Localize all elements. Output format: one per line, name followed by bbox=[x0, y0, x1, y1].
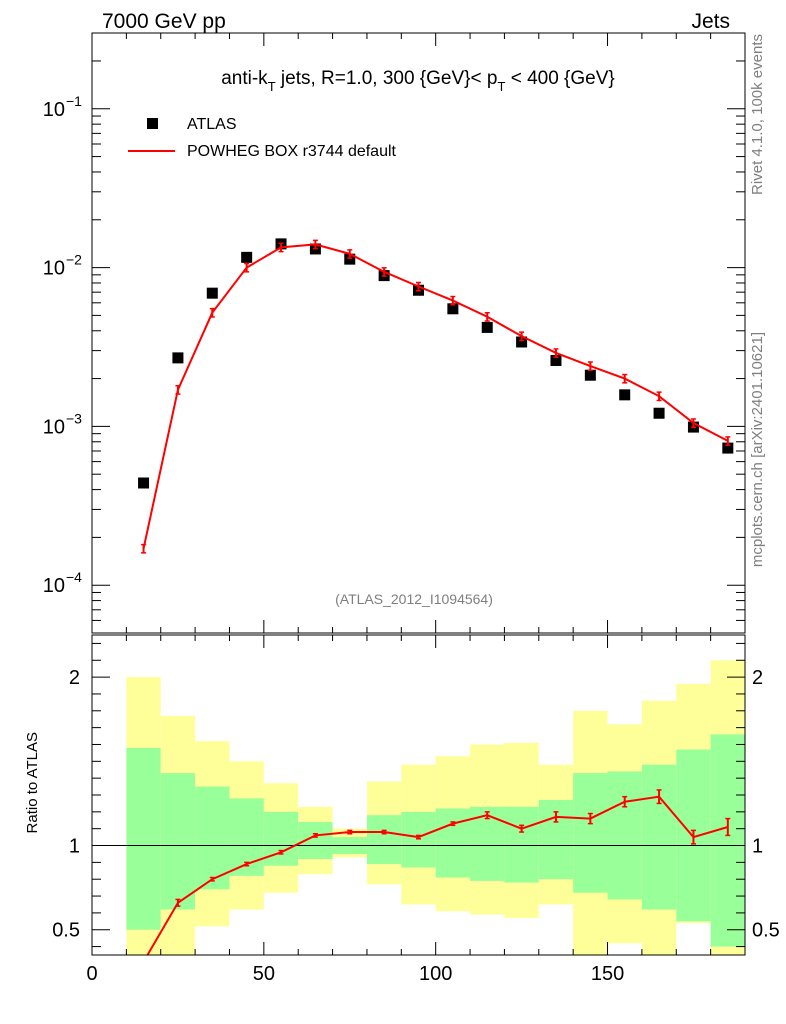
header-left: 7000 GeV pp bbox=[102, 10, 226, 33]
atlas-point bbox=[653, 407, 665, 419]
ratio-tick-label-right: 1 bbox=[752, 836, 763, 858]
atlas-point bbox=[516, 336, 528, 348]
atlas-point bbox=[584, 369, 596, 381]
analysis-watermark: (ATLAS_2012_I1094564) bbox=[335, 591, 493, 607]
stat-uncertainty-band bbox=[401, 811, 436, 868]
stat-uncertainty-band bbox=[504, 806, 539, 883]
ratio-panel-frame bbox=[91, 634, 746, 956]
atlas-point bbox=[481, 321, 493, 333]
plot-frames bbox=[91, 32, 746, 956]
stat-uncertainty-band bbox=[160, 773, 196, 910]
y-tick-label: 10 bbox=[43, 258, 65, 280]
stat-uncertainty-band bbox=[126, 747, 161, 930]
stat-uncertainty-band bbox=[435, 808, 471, 878]
atlas-point bbox=[550, 354, 562, 366]
y-tick-label: 10 bbox=[43, 575, 65, 597]
atlas-point bbox=[138, 477, 150, 489]
y-tick-exponent: −3 bbox=[66, 410, 82, 426]
legend-atlas-marker bbox=[147, 118, 158, 129]
plot-title: anti-kT jets, R=1.0, 300 {GeV}< pT < 400… bbox=[221, 68, 615, 94]
axis-ticks bbox=[91, 33, 746, 955]
atlas-point bbox=[619, 389, 631, 401]
y-tick-exponent: −2 bbox=[66, 252, 82, 268]
x-tick-label: 100 bbox=[419, 963, 452, 985]
header-right: Jets bbox=[691, 10, 730, 33]
stat-uncertainty-band bbox=[263, 811, 299, 866]
uncertainty-bands bbox=[126, 660, 745, 955]
y-tick-exponent: −4 bbox=[66, 569, 82, 585]
atlas-point bbox=[241, 251, 253, 263]
stat-uncertainty-band bbox=[641, 764, 677, 910]
ratio-tick-label-left: 2 bbox=[69, 667, 80, 689]
legend: ATLAS POWHEG BOX r3744 default bbox=[128, 116, 397, 160]
legend-atlas-label: ATLAS bbox=[187, 116, 237, 133]
rivet-caption: Rivet 4.1.0, 100k events bbox=[749, 34, 766, 195]
stat-uncertainty-band bbox=[573, 773, 608, 893]
ratio-tick-label-left: 0.5 bbox=[52, 920, 80, 942]
atlas-point bbox=[722, 442, 734, 454]
main-panel-frame bbox=[91, 32, 746, 634]
x-tick-label: 150 bbox=[591, 963, 624, 985]
y-tick-exponent: −1 bbox=[66, 93, 82, 109]
x-tick-label: 50 bbox=[253, 963, 275, 985]
data-series bbox=[138, 238, 734, 956]
legend-powheg-label: POWHEG BOX r3744 default bbox=[187, 143, 397, 160]
ratio-tick-label-right: 2 bbox=[752, 667, 763, 689]
stat-uncertainty-band bbox=[366, 815, 402, 865]
atlas-point bbox=[206, 287, 218, 299]
stat-uncertainty-band bbox=[195, 786, 230, 890]
powheg-line bbox=[142, 243, 729, 549]
ratio-ylabel: Ratio to ATLAS bbox=[24, 732, 41, 833]
ratio-tick-label-left: 1 bbox=[69, 836, 80, 858]
atlas-point bbox=[172, 352, 184, 364]
x-tick-label: 0 bbox=[86, 963, 97, 985]
atlas-point bbox=[447, 303, 459, 315]
powheg-ratio-line bbox=[146, 795, 729, 956]
y-tick-label: 10 bbox=[43, 99, 65, 121]
mcplots-caption: mcplots.cern.ch [arXiv:2401.10621] bbox=[749, 332, 766, 567]
stat-uncertainty-band bbox=[710, 734, 745, 947]
stat-uncertainty-band bbox=[607, 771, 642, 900]
atlas-point bbox=[344, 253, 356, 265]
ratio-tick-label-right: 0.5 bbox=[752, 920, 780, 942]
y-tick-label: 10 bbox=[43, 416, 65, 438]
